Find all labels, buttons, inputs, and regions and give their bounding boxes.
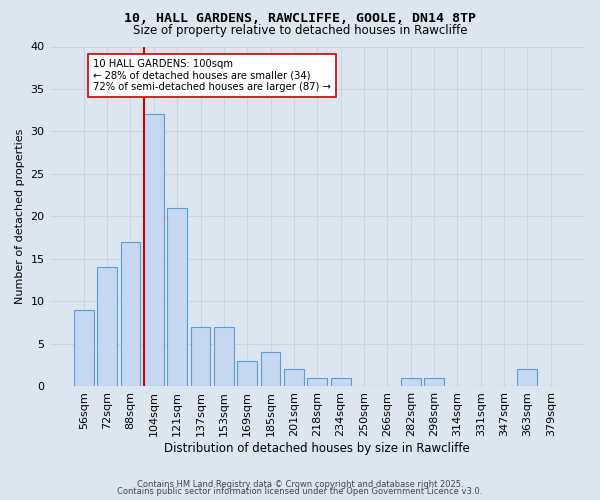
Text: 10, HALL GARDENS, RAWCLIFFE, GOOLE, DN14 8TP: 10, HALL GARDENS, RAWCLIFFE, GOOLE, DN14… [124, 12, 476, 26]
Bar [167, 208, 187, 386]
Text: Contains HM Land Registry data © Crown copyright and database right 2025.: Contains HM Land Registry data © Crown c… [137, 480, 463, 489]
Bar [401, 378, 421, 386]
Bar [214, 327, 234, 386]
Text: Contains public sector information licensed under the Open Government Licence v3: Contains public sector information licen… [118, 488, 482, 496]
Y-axis label: Number of detached properties: Number of detached properties [15, 129, 25, 304]
Text: 10 HALL GARDENS: 100sqm
← 28% of detached houses are smaller (34)
72% of semi-de: 10 HALL GARDENS: 100sqm ← 28% of detache… [93, 59, 331, 92]
Bar [307, 378, 327, 386]
Bar [517, 370, 538, 386]
Bar [121, 242, 140, 386]
Bar [97, 268, 117, 386]
X-axis label: Distribution of detached houses by size in Rawcliffe: Distribution of detached houses by size … [164, 442, 470, 455]
Bar [238, 361, 257, 386]
Bar [260, 352, 280, 386]
Bar [284, 370, 304, 386]
Bar [191, 327, 211, 386]
Bar [74, 310, 94, 386]
Bar [144, 114, 164, 386]
Text: Size of property relative to detached houses in Rawcliffe: Size of property relative to detached ho… [133, 24, 467, 37]
Bar [331, 378, 350, 386]
Bar [424, 378, 444, 386]
